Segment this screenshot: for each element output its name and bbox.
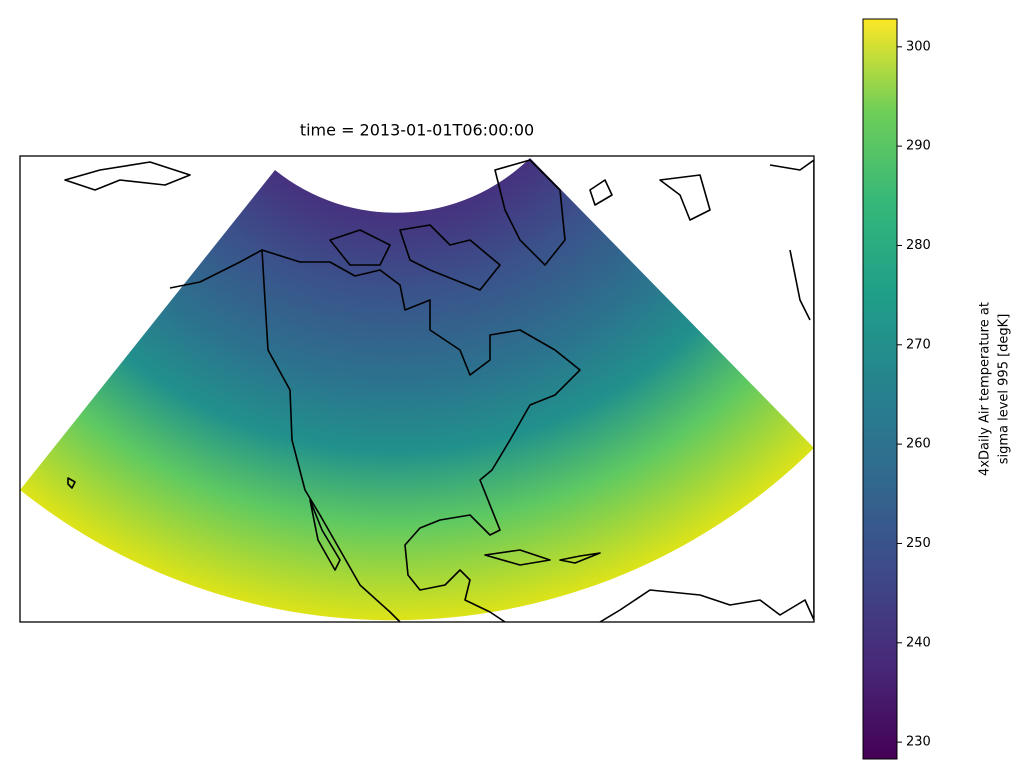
colorbar-tick-label: 280 [906,238,931,253]
map-area [20,158,814,622]
colorbar-tick-label: 230 [906,735,931,750]
colorbar-label: 4xDaily Air temperature at [978,302,993,476]
map-title: time = 2013-01-01T06:00:00 [300,121,534,140]
colorbar-tick-label: 270 [906,337,931,352]
map-frame [19,155,815,623]
coastline [67,477,601,566]
colorbar-tick-label: 300 [906,39,931,54]
colorbar-tick-label: 260 [906,437,931,452]
colorbar-axis: 230 240 250 260 270 280 290 300 [897,39,931,750]
coastline [309,499,341,571]
coastline [64,159,814,622]
coastline [329,159,566,291]
colorbar-tick-label: 240 [906,635,931,650]
coastline [261,249,401,622]
colorbar-tick-label: 290 [906,139,931,154]
coastline [169,249,581,622]
colorbar-tick-label: 250 [906,536,931,551]
colorbar [862,18,898,760]
colorbar-label: sigma level 995 [degK] [997,314,1012,465]
